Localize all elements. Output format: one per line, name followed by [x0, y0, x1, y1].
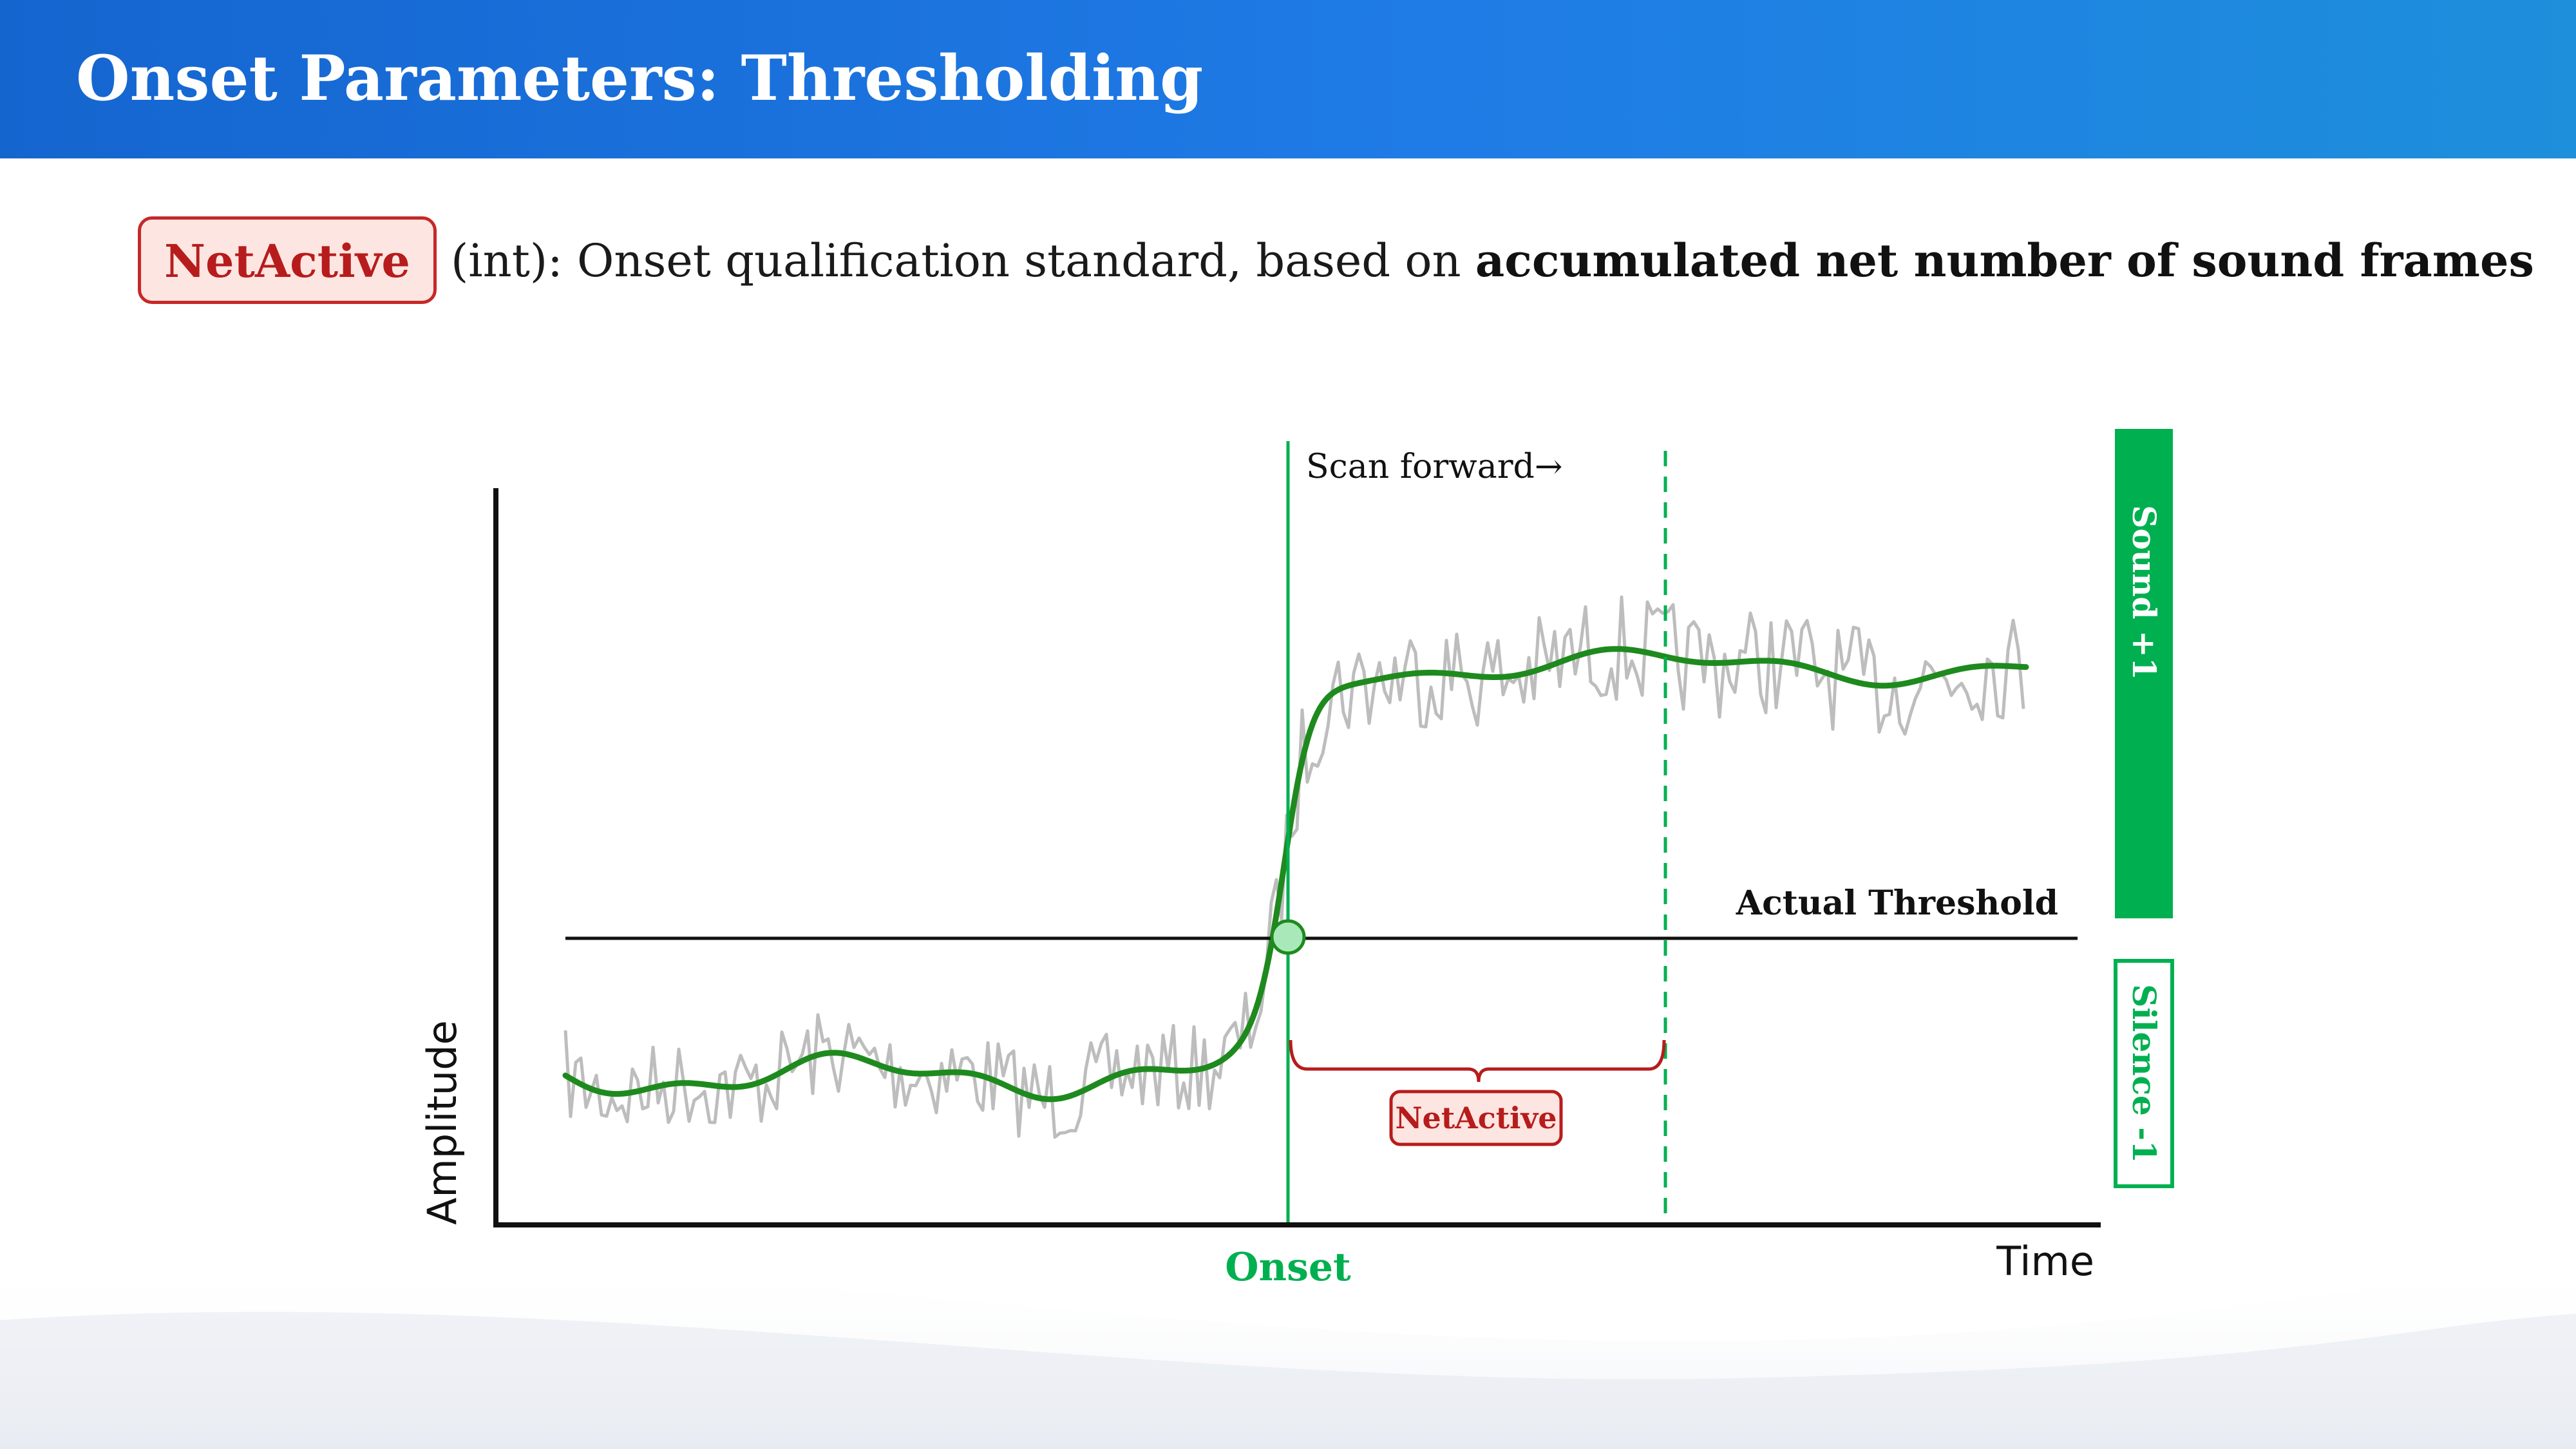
- onset-crossing-marker: [1270, 919, 1306, 955]
- silence-bar-label: Silence -1: [2125, 984, 2163, 1162]
- netactive-badge: [1389, 1090, 1563, 1146]
- parameter-description-bold: accumulated net number of sound frames: [1475, 233, 2534, 287]
- smoothed-signal-line: [562, 646, 2029, 1103]
- parameter-description: NetActive (int): Onset qualification sta…: [138, 216, 2534, 304]
- slide-title: Onset Parameters: Thresholding: [76, 42, 1204, 115]
- threshold-diagram-svg: Actual Threshold Scan forward→ NetActive…: [419, 429, 2174, 1290]
- threshold-label: Actual Threshold: [1736, 884, 2058, 923]
- netactive-brace: [1289, 1039, 1666, 1083]
- x-axis-label: Time: [1996, 1238, 2094, 1285]
- sound-bar-label: Sound +1: [2125, 505, 2163, 679]
- silence-bar: [2114, 959, 2174, 1188]
- parameter-description-text: (int): Onset qualification standard, bas…: [451, 234, 2534, 287]
- scan-forward-label: Scan forward→: [1306, 448, 1562, 486]
- y-axis-label: Amplitude: [419, 1020, 466, 1225]
- onset-label: Onset: [1225, 1245, 1351, 1290]
- netactive-badge-label: NetActive: [1396, 1101, 1557, 1135]
- threshold-figure: Actual Threshold Scan forward→ NetActive…: [399, 412, 2202, 1314]
- parameter-name-badge: NetActive: [138, 216, 437, 304]
- sound-bar: [2115, 429, 2173, 918]
- parameter-type-text: (int): Onset qualification standard, bas…: [450, 234, 1461, 287]
- slide-header: Onset Parameters: Thresholding: [0, 0, 2576, 158]
- raw-signal-line: [564, 595, 2025, 1139]
